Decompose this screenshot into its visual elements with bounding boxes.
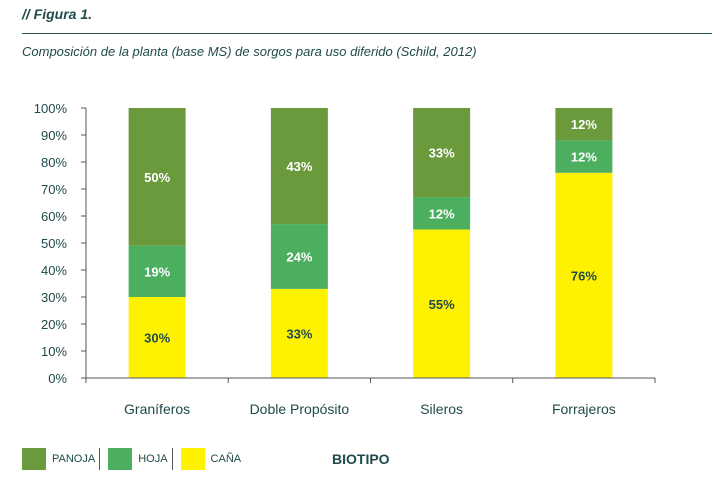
bar-segment-panoja: [128, 108, 186, 246]
legend-item-panoja: PANOJA: [22, 448, 101, 470]
bar-segment-hoja: [555, 140, 613, 173]
y-tick-label: 30%: [41, 290, 67, 305]
legend-separator: [171, 448, 173, 470]
bar-segment-cana: [128, 297, 186, 378]
bar-value-label: 12%: [571, 117, 597, 132]
y-tick-label: 50%: [41, 236, 67, 251]
bar-segment-hoja: [413, 197, 471, 230]
y-tick-label: 40%: [41, 263, 67, 278]
x-axis-title: BIOTIPO: [332, 451, 390, 467]
x-tick-label: Forrajeros: [552, 401, 616, 417]
y-tick-label: 70%: [41, 182, 67, 197]
bar-segment-cana: [413, 229, 471, 378]
y-tick-label: 60%: [41, 209, 67, 224]
bar-segment-panoja: [413, 108, 471, 198]
bar-segment-panoja: [270, 108, 328, 225]
y-tick-label: 80%: [41, 155, 67, 170]
bar-value-label: 24%: [286, 250, 312, 265]
y-tick-label: 20%: [41, 317, 67, 332]
bar-value-label: 33%: [429, 146, 455, 161]
legend-item-cana: CAÑA: [180, 448, 242, 470]
legend-swatch-panoja: [22, 448, 46, 470]
bar-value-label: 43%: [286, 159, 312, 174]
bar-value-label: 55%: [429, 297, 455, 312]
bar-value-label: 76%: [571, 268, 597, 283]
bar-segment-cana: [270, 288, 328, 378]
legend-label-cana: CAÑA: [210, 453, 242, 465]
bar-value-label: 19%: [144, 264, 170, 279]
header-divider: [22, 33, 712, 34]
x-tick-label: Sileros: [420, 401, 463, 417]
bar-value-label: 30%: [144, 331, 170, 346]
figure-caption: Composición de la planta (base MS) de so…: [22, 44, 477, 59]
bar-value-label: 50%: [144, 170, 170, 185]
legend-swatch-hoja: [108, 448, 133, 470]
bar-value-label: 33%: [286, 326, 312, 341]
bar-segment-hoja: [270, 224, 328, 289]
bar-segment-hoja: [128, 245, 186, 297]
x-tick-label: Doble Propósito: [250, 401, 350, 417]
bar-segment-cana: [555, 172, 613, 378]
legend-label-panoja: PANOJA: [52, 453, 96, 465]
legend-separator: [99, 448, 101, 470]
y-tick-label: 100%: [34, 101, 68, 116]
x-tick-label: Graníferos: [124, 401, 190, 417]
bar-value-label: 12%: [571, 150, 597, 165]
y-tick-label: 90%: [41, 128, 67, 143]
legend: PANOJA HOJA CAÑA: [22, 448, 249, 470]
bar-segment-panoja: [555, 108, 613, 141]
legend-swatch-cana: [180, 448, 205, 470]
y-tick-label: 10%: [41, 344, 67, 359]
y-tick-label: 0%: [48, 371, 67, 386]
legend-item-hoja: HOJA: [108, 448, 173, 470]
bar-value-label: 12%: [429, 206, 455, 221]
legend-label-hoja: HOJA: [138, 453, 168, 465]
stacked-bar-chart: 0% 10% 20% 30% 40% 50% 60% 70% 80% 90% 100% 30% 19% 5…: [34, 101, 656, 417]
figure-label: // Figura 1.: [22, 6, 93, 22]
